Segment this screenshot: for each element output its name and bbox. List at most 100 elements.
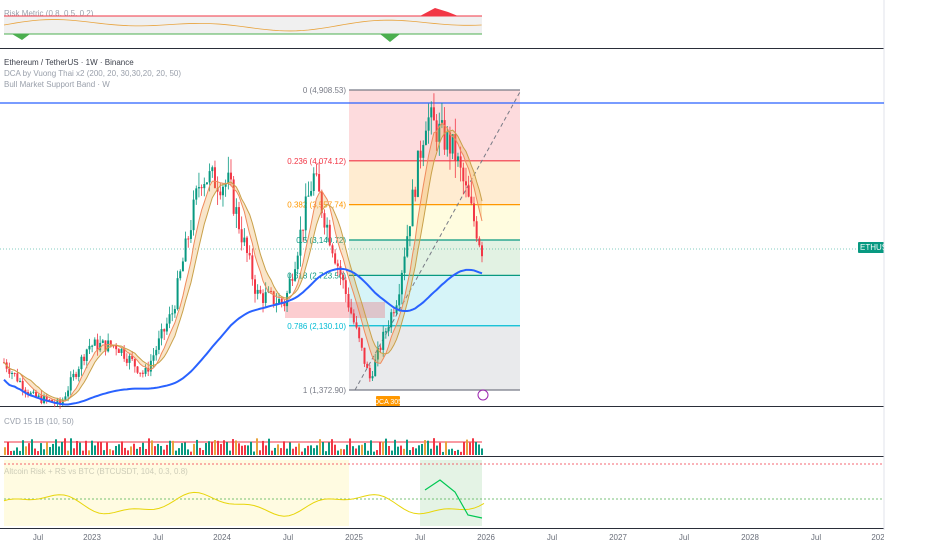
volume-bar <box>280 448 282 455</box>
study-dca[interactable]: DCA by Vuong Thai x2 (200, 20, 30,30,20,… <box>4 69 182 78</box>
x-tick: 2023 <box>83 533 101 542</box>
volume-bar <box>436 445 438 455</box>
x-tick: Jul <box>32 533 44 542</box>
volume-bar <box>331 439 333 455</box>
volume-bar <box>160 445 162 455</box>
volume-bar <box>367 450 369 455</box>
x-tick: Jul <box>282 533 294 542</box>
volume-bar <box>136 448 138 455</box>
pane-separator-2[interactable] <box>0 406 932 407</box>
volume-bar <box>388 445 390 455</box>
volume-bar <box>28 443 30 455</box>
volume-bar <box>139 447 141 455</box>
volume-bar <box>346 444 348 455</box>
volume-bar <box>424 440 426 455</box>
volume-bar <box>82 450 84 455</box>
volume-bar <box>289 442 291 455</box>
volume-bar <box>112 450 114 455</box>
volume-bar <box>172 440 174 455</box>
volume-bar <box>250 441 252 455</box>
volume-bar <box>184 442 186 455</box>
cvd-legend: CVD 15 1B (10, 50) <box>4 417 74 426</box>
volume-bar <box>268 438 270 455</box>
volume-bar <box>103 450 105 455</box>
volume-bar <box>16 447 18 455</box>
volume-bar <box>25 446 27 455</box>
volume-bar <box>403 448 405 455</box>
volume-bar <box>97 442 99 455</box>
volume-bar <box>454 451 456 455</box>
volume-bar <box>265 445 267 455</box>
pane-separator-3[interactable] <box>0 456 932 457</box>
symbol-tag: ETHUSDT <box>858 242 900 253</box>
volume-bar <box>337 450 339 455</box>
x-tick: 2025 <box>345 533 363 542</box>
volume-bar <box>319 439 321 455</box>
volume-bar <box>100 441 102 455</box>
volume-bar <box>106 442 108 455</box>
volume-bar <box>163 449 165 455</box>
volume-bar <box>469 442 471 455</box>
volume-bar <box>364 442 366 455</box>
x-tick: Jul <box>546 533 558 542</box>
volume-bar <box>109 449 111 455</box>
volume-bar <box>232 439 234 455</box>
volume-bar <box>193 443 195 455</box>
volume-bar <box>46 442 48 455</box>
volume-bar <box>259 450 261 455</box>
volume-bar <box>31 439 33 455</box>
volume-bar <box>475 441 477 455</box>
volume-bar <box>229 450 231 455</box>
main-price-pane[interactable] <box>0 49 884 406</box>
volume-bar <box>385 438 387 455</box>
volume-bar <box>418 445 420 455</box>
volume-bar <box>58 446 60 455</box>
volume-bar <box>394 439 396 455</box>
x-tick: Jul <box>414 533 426 542</box>
volume-bar <box>262 440 264 455</box>
bar-countdown: 6d 13h <box>889 253 914 262</box>
price-tick-1600: 1,600.00 <box>890 366 922 375</box>
volume-bar <box>22 440 24 455</box>
volume-bar <box>463 442 465 455</box>
volume-bar <box>457 449 459 455</box>
price-tick-3600: 3,600.00 <box>890 196 922 205</box>
volume-bar <box>241 445 243 455</box>
pane-separator-1[interactable] <box>0 48 932 49</box>
x-tick: Jul <box>810 533 822 542</box>
volume-bar <box>391 450 393 455</box>
volume-bar <box>430 448 432 455</box>
volume-bar <box>220 444 222 455</box>
x-tick: 2028 <box>741 533 759 542</box>
altcoin-line <box>3 491 485 517</box>
volume-bar <box>94 445 96 455</box>
volume-bar <box>427 440 429 455</box>
x-tick: 2026 <box>477 533 495 542</box>
volume-bar <box>181 443 183 455</box>
volume-bar <box>76 440 78 455</box>
volume-bar <box>43 449 45 455</box>
volume-bar <box>400 445 402 455</box>
volume-bar <box>322 442 324 455</box>
volume-bar <box>442 451 444 455</box>
volume-bar <box>409 450 411 455</box>
study-bmsb[interactable]: Bull Market Support Band · W <box>4 80 110 89</box>
price-tag-high: 4,772.61 <box>886 97 924 109</box>
volume-bar <box>340 448 342 455</box>
altcoin-tag: 0.01 <box>886 512 908 524</box>
volume-bar <box>208 441 210 455</box>
x-tick: Jul <box>152 533 164 542</box>
volume-bar <box>19 450 21 455</box>
volume-bar <box>79 442 81 455</box>
volume-bar <box>244 445 246 455</box>
altcoin-line-green <box>424 479 483 519</box>
volume-bar <box>118 444 120 455</box>
altcoin-legend: Altcoin Risk + RS vs BTC (BTCUSDT, 104, … <box>4 467 188 476</box>
volume-bar <box>472 438 474 455</box>
volume-bar <box>154 446 156 455</box>
volume-bar <box>274 447 276 455</box>
volume-bar <box>91 440 93 455</box>
price-tick-4000: 4,000.00 <box>890 162 922 171</box>
symbol-title[interactable]: Ethereum / TetherUS · 1W · Binance <box>4 58 134 67</box>
volume-bar <box>334 444 336 455</box>
